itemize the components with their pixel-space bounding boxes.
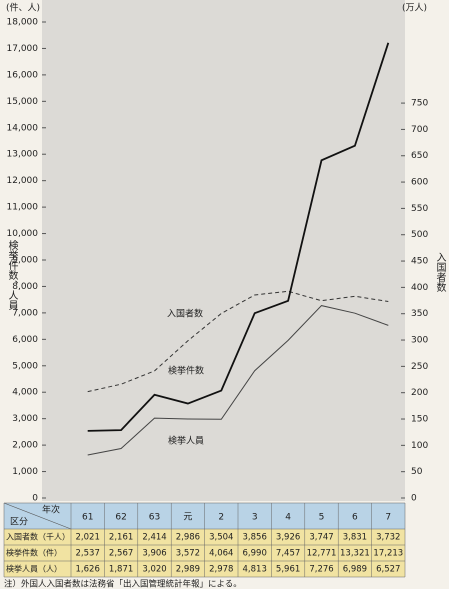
table-cell: 3,504 xyxy=(209,533,233,543)
y-tick-label: 2,000 xyxy=(12,441,38,451)
y-tick-label: 0 xyxy=(32,494,38,504)
y2-tick-label: 250 xyxy=(411,362,428,372)
table-header: 6 xyxy=(352,513,358,523)
series-label: 検挙人員 xyxy=(168,435,204,447)
series-line xyxy=(87,305,389,456)
table-cell: 2,414 xyxy=(142,533,166,543)
table-header: 4 xyxy=(285,513,291,523)
y-tick-label: 10,000 xyxy=(7,229,39,239)
row-label: 入国者数（千人） xyxy=(6,532,70,542)
y-tick-label: 3,000 xyxy=(12,414,38,424)
y-tick-label: 4,000 xyxy=(12,388,38,398)
table-cell: 2,567 xyxy=(109,549,133,559)
y-tick-label: 17,000 xyxy=(7,44,39,54)
y-tick-label: 5,000 xyxy=(12,361,38,371)
table-cell: 6,990 xyxy=(243,549,267,559)
table-cell: 12,771 xyxy=(307,549,337,559)
y2-tick-label: 50 xyxy=(411,467,423,477)
y2-tick-label: 300 xyxy=(411,336,428,346)
y-tick-label: 14,000 xyxy=(7,123,39,133)
row-label: 検挙件数（件） xyxy=(6,548,62,558)
y2-tick-label: 150 xyxy=(411,415,428,425)
y2-tick-label: 350 xyxy=(411,309,428,319)
table-cell: 3,572 xyxy=(176,549,200,559)
y2-tick-label: 450 xyxy=(411,257,428,267)
y-axis-title: 検挙件数、人員 xyxy=(6,239,18,311)
y2-tick-label: 0 xyxy=(411,494,417,504)
row-label: 検挙人員（人） xyxy=(6,564,62,574)
y-tick-label: 6,000 xyxy=(12,335,38,345)
y2-tick-label: 500 xyxy=(411,230,428,240)
table-header: 元 xyxy=(183,513,192,523)
y-tick-label: 18,000 xyxy=(7,18,39,28)
table-cell: 2,978 xyxy=(209,565,233,575)
y2-tick-label: 100 xyxy=(411,441,428,451)
table-cell: 2,986 xyxy=(176,533,200,543)
series-line xyxy=(87,42,390,432)
y2-tick-label: 600 xyxy=(411,178,428,188)
y-tick-label: 16,000 xyxy=(7,70,39,80)
table-cell: 4,813 xyxy=(243,565,267,575)
table-cell: 6,527 xyxy=(376,565,400,575)
table-cell: 2,161 xyxy=(109,533,133,543)
table-cell: 5,961 xyxy=(276,565,300,575)
table-cell: 3,747 xyxy=(309,533,333,543)
y2-tick-label: 550 xyxy=(411,204,428,214)
table-cell: 3,906 xyxy=(142,549,166,559)
series-line xyxy=(87,290,389,393)
y-tick-label: 12,000 xyxy=(7,176,39,186)
y2-unit: (万人) xyxy=(402,3,427,14)
series-label: 入国者数 xyxy=(167,308,203,320)
table-cell: 2,021 xyxy=(76,533,100,543)
table-cell: 2,989 xyxy=(176,565,200,575)
table-cell: 6,989 xyxy=(343,565,367,575)
table-cell: 3,020 xyxy=(142,565,166,575)
table-cell: 1,871 xyxy=(109,565,133,575)
table-header: 63 xyxy=(149,513,160,523)
y2-tick-label: 400 xyxy=(411,283,428,293)
table-cell: 13,321 xyxy=(340,549,370,559)
plot-area xyxy=(42,0,405,501)
corner-bottom: 区分 xyxy=(10,517,28,528)
y-unit: (件、人) xyxy=(6,2,40,14)
series-label: 検挙件数 xyxy=(168,365,204,377)
table-header: 7 xyxy=(385,513,391,523)
y-tick-label: 9,000 xyxy=(12,256,38,266)
table-cell: 2,537 xyxy=(76,549,100,559)
y-tick-label: 13,000 xyxy=(7,150,39,160)
table-cell: 3,926 xyxy=(276,533,300,543)
table-header: 62 xyxy=(115,513,126,523)
y-tick-label: 8,000 xyxy=(12,282,38,292)
y2-tick-label: 700 xyxy=(411,125,428,135)
y-tick-label: 7,000 xyxy=(12,308,38,318)
y-tick-label: 1,000 xyxy=(12,467,38,477)
table-cell: 17,213 xyxy=(373,549,403,559)
y2-tick-label: 750 xyxy=(411,99,428,109)
table-header: 3 xyxy=(252,513,258,523)
table-header: 2 xyxy=(218,513,224,523)
y2-axis-title: 入国者数 xyxy=(434,252,446,293)
table-cell: 3,732 xyxy=(376,533,400,543)
table-cell: 1,626 xyxy=(76,565,100,575)
table-cell: 3,856 xyxy=(243,533,267,543)
corner-diagonal xyxy=(3,502,72,530)
table-cell: 7,276 xyxy=(309,565,333,575)
table-header: 61 xyxy=(82,513,93,523)
table-cell: 7,457 xyxy=(276,549,300,559)
note: 注）外国人入国者数は法務省「出入国管理統計年報」による。 xyxy=(4,579,242,589)
table-cell: 3,831 xyxy=(343,533,367,543)
table-header: 5 xyxy=(319,513,325,523)
corner-top: 年次 xyxy=(42,504,60,516)
y2-tick-label: 200 xyxy=(411,388,428,398)
y-tick-label: 11,000 xyxy=(7,203,39,213)
table-cell: 4,064 xyxy=(209,549,233,559)
y-tick-label: 15,000 xyxy=(7,97,39,107)
y2-tick-label: 650 xyxy=(411,151,428,161)
